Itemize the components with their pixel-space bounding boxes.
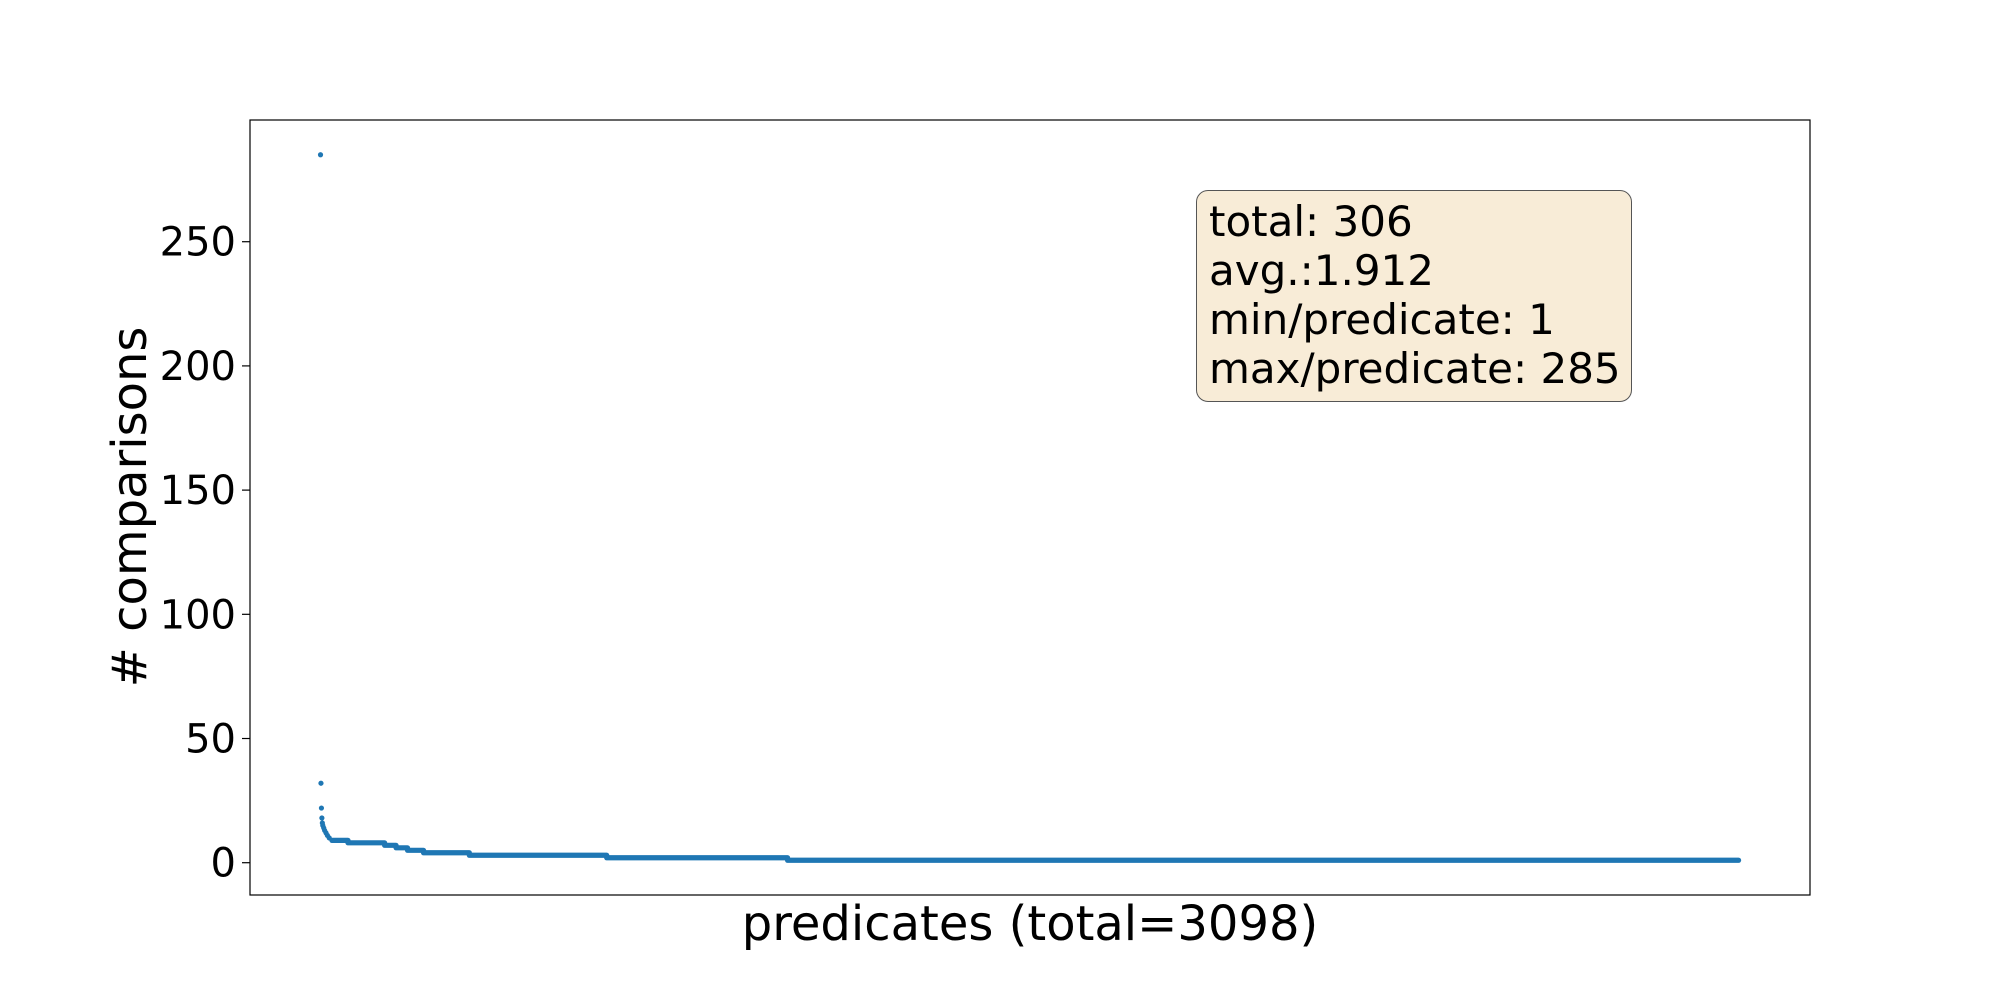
- stats-annotation-box: total: 306 avg.:1.912 min/predicate: 1 m…: [1196, 190, 1632, 402]
- stats-min-per-predicate: min/predicate: 1: [1209, 295, 1555, 344]
- y-tick-label: 150: [160, 468, 236, 514]
- x-axis-title: predicates (total=3098): [742, 896, 1319, 952]
- y-axis-ticks: 0 50 100 150 200 250: [160, 220, 250, 887]
- y-tick-label: 50: [185, 717, 236, 763]
- y-tick-label: 250: [160, 220, 236, 266]
- data-point: [318, 780, 324, 786]
- plot-frame: [249, 119, 1811, 896]
- stats-average: avg.:1.912: [1209, 246, 1434, 295]
- data-point: [319, 815, 325, 821]
- data-point: [318, 805, 325, 811]
- stats-total: total: 306: [1209, 197, 1413, 246]
- y-tick-label: 200: [160, 344, 236, 390]
- y-tick-label: 0: [211, 841, 236, 887]
- y-axis-title: # comparisons: [102, 327, 158, 688]
- data-point: [317, 152, 324, 158]
- stats-max-per-predicate: max/predicate: 285: [1209, 344, 1621, 393]
- y-tick-label: 100: [160, 592, 236, 638]
- data-points: [317, 152, 1742, 863]
